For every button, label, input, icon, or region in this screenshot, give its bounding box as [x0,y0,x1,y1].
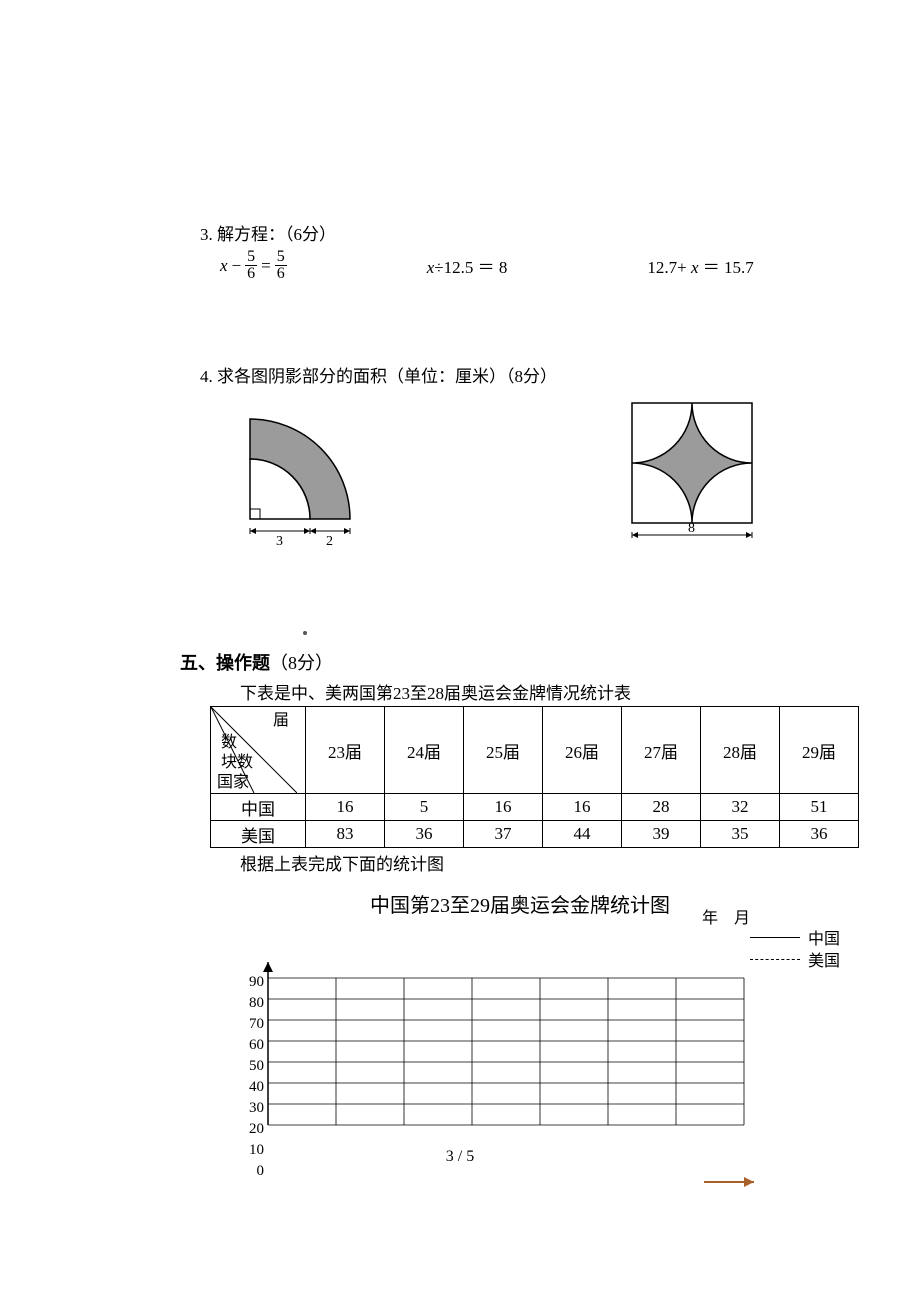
row-label: 美国 [211,821,306,848]
table-post: 根据上表完成下面的统计图 [240,850,890,875]
corner-b: 数 [221,733,237,751]
col-header: 23届 [306,707,385,794]
q3-eq1: x − 5 6 = 5 6 [220,249,287,282]
page-number: 3 / 5 [0,1148,920,1166]
svg-text:8: 8 [688,521,695,536]
table-cell: 83 [306,821,385,848]
table-cell: 32 [701,794,780,821]
col-header: 24届 [385,707,464,794]
table-cell: 36 [385,821,464,848]
col-header: 29届 [780,707,859,794]
table-cell: 44 [543,821,622,848]
table-cell: 28 [622,794,701,821]
y-tick-label: 90 [236,972,264,993]
table-cell: 16 [306,794,385,821]
eq1-frac2: 5 6 [275,249,287,282]
q4-figure-1: 32 [230,399,390,549]
eq1-frac1: 5 6 [245,249,257,282]
col-header: 25届 [464,707,543,794]
table-cell: 51 [780,794,859,821]
chart-legend: 中国 美国 [750,926,840,970]
svg-text:3: 3 [276,534,283,549]
legend-solid-line [750,937,800,938]
corner-c: 块数 [221,753,253,771]
eq1-minus: − [232,256,242,276]
q3-eq2: xx÷12.5 ＝ 8÷12.5 ＝ 8 [427,253,508,278]
q3-equations: x − 5 6 = 5 6 xx÷12.5 ＝ 8÷12.5 ＝ 8 12.7+… [220,249,890,282]
q4-heading: 4. 求各图阴影部分的面积（单位：厘米）（8分） [200,362,890,387]
row-label: 中国 [211,794,306,821]
svg-text:2: 2 [326,534,333,549]
y-tick-label: 80 [236,993,264,1014]
table-cell: 5 [385,794,464,821]
eq1-x: x [220,256,228,276]
corner-a: 届 [273,712,289,729]
corner-cell: 届 数 块数 国家 [211,707,306,794]
y-tick-label: 50 [236,1056,264,1077]
eq1-equals: = [261,256,271,276]
table-cell: 39 [622,821,701,848]
y-tick-label: 70 [236,1014,264,1035]
medal-table: 届 数 块数 国家 23届24届25届26届27届28届29届 中国165161… [210,706,859,848]
question-3: 3. 解方程：（6分） x − 5 6 = 5 6 xx÷12.5 ＝ 8÷12… [200,220,890,282]
y-tick-label: 60 [236,1035,264,1056]
q3-eq3: 12.7+ x ＝ 15.7 [647,253,753,278]
corner-d: 国家 [217,773,249,791]
table-cell: 35 [701,821,780,848]
table-cell: 16 [464,794,543,821]
chart-date: 年 月 [702,904,750,928]
table-cell: 36 [780,821,859,848]
legend-usa: 美国 [750,948,840,970]
y-tick-label: 40 [236,1077,264,1098]
legend-china: 中国 [750,926,840,948]
col-header: 26届 [543,707,622,794]
table-cell: 37 [464,821,543,848]
legend-dashed-line [750,959,800,960]
table-intro: 下表是中、美两国第23至28届奥运会金牌情况统计表 [240,679,890,704]
table-cell: 16 [543,794,622,821]
q3-heading: 3. 解方程：（6分） [200,220,890,245]
y-tick-label: 20 [236,1119,264,1140]
question-4: 4. 求各图阴影部分的面积（单位：厘米）（8分） 32 8 [200,362,890,549]
col-header: 27届 [622,707,701,794]
q4-figure-2: 8 [620,399,770,549]
stray-dot-icon [303,631,307,635]
chart-grid [210,926,850,1226]
sec5-heading: 五、操作题（8分） [180,649,890,675]
col-header: 28届 [701,707,780,794]
chart-area: 年 月 中国 美国 9080706050403020100 [210,926,850,1246]
y-tick-label: 30 [236,1098,264,1119]
